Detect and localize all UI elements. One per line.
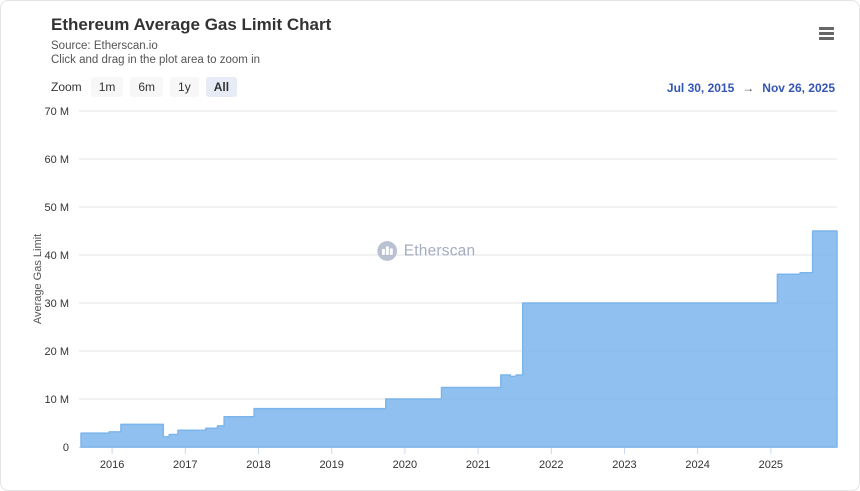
svg-text:2020: 2020 xyxy=(393,459,417,471)
svg-text:2023: 2023 xyxy=(612,459,636,471)
svg-text:2025: 2025 xyxy=(759,459,783,471)
svg-text:30 M: 30 M xyxy=(45,298,69,310)
svg-text:2016: 2016 xyxy=(100,459,124,471)
zoom-button-6m[interactable]: 6m xyxy=(130,77,164,97)
svg-text:20 M: 20 M xyxy=(45,346,69,358)
date-range-to[interactable]: Nov 26, 2025 xyxy=(762,81,835,95)
arrow-right-icon: → xyxy=(742,81,755,95)
hamburger-icon xyxy=(819,27,834,30)
svg-text:70 M: 70 M xyxy=(45,106,69,118)
date-range-selector: Jul 30, 2015 → Nov 26, 2025 xyxy=(667,81,835,95)
chart-context-menu-button[interactable] xyxy=(819,27,834,42)
page-title: Ethereum Average Gas Limit Chart xyxy=(51,15,332,34)
svg-text:50 M: 50 M xyxy=(45,202,69,214)
chart-source-subtitle: Source: Etherscan.io xyxy=(51,40,158,52)
svg-text:2021: 2021 xyxy=(466,459,490,471)
x-axis-labels: 2016 2017 2018 2019 2020 2021 2022 2023 2024 2025 xyxy=(100,459,783,471)
svg-text:2022: 2022 xyxy=(539,459,563,471)
hamburger-icon xyxy=(819,37,834,40)
svg-text:0: 0 xyxy=(63,442,69,454)
svg-text:40 M: 40 M xyxy=(45,250,69,262)
svg-text:10 M: 10 M xyxy=(45,394,69,406)
zoom-button-1y[interactable]: 1y xyxy=(170,77,199,97)
zoom-button-1m[interactable]: 1m xyxy=(90,77,124,97)
svg-text:2019: 2019 xyxy=(319,459,343,471)
svg-text:2024: 2024 xyxy=(685,459,709,471)
svg-text:60 M: 60 M xyxy=(45,154,69,166)
svg-text:2018: 2018 xyxy=(246,459,270,471)
date-range-from[interactable]: Jul 30, 2015 xyxy=(666,81,735,95)
zoom-button-all[interactable]: All xyxy=(205,77,238,97)
zoom-toolbar: Zoom 1m 6m 1y All xyxy=(51,77,238,97)
zoom-label: Zoom xyxy=(51,80,82,94)
hamburger-icon xyxy=(819,32,834,35)
y-axis-labels: 0 10 M 20 M 30 M 40 M 50 M 60 M 70 M xyxy=(45,106,69,454)
gas-limit-area-series[interactable] xyxy=(80,230,838,448)
x-axis-ticks xyxy=(111,448,772,454)
chart-hint-subtitle: Click and drag in the plot area to zoom … xyxy=(51,54,261,66)
svg-text:2017: 2017 xyxy=(173,459,197,471)
